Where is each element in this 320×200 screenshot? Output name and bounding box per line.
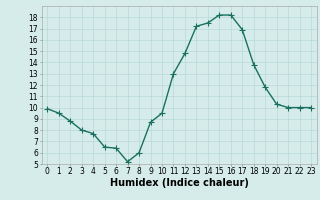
X-axis label: Humidex (Indice chaleur): Humidex (Indice chaleur) — [110, 178, 249, 188]
